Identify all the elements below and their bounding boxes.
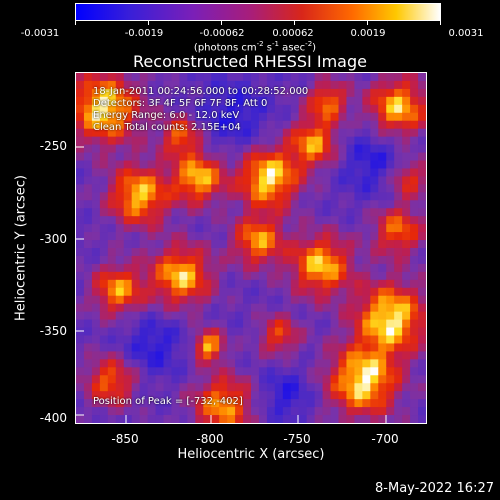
colorbar-tick-label: -0.0019 (124, 28, 164, 39)
x-tick-label: -850 (111, 432, 139, 446)
detectors-annotation: Detectors: 3F 4F 5F 6F 7F 8F, Att 0 (93, 98, 268, 109)
y-tick-label: -400 (39, 411, 67, 425)
method-annotation: Clean Total counts: 2.15E+04 (93, 122, 241, 133)
colorbar (75, 3, 441, 21)
colorbar-tick-label: 0.00062 (272, 28, 314, 39)
time-range-annotation: 18-Jan-2011 00:24:56.000 to 00:28:52.000 (93, 86, 309, 97)
colorbar-tick-label: -0.0031 (20, 28, 60, 39)
colorbar-tick-label: 0.0019 (350, 28, 386, 39)
x-tick-label: -750 (283, 432, 311, 446)
rhessi-image-panel (75, 72, 427, 424)
colorbar-tick-label: -0.00062 (199, 28, 245, 39)
colorbar-units: (photons cm-2 s-1 asec-2) (193, 40, 317, 54)
y-tick-label: -300 (39, 232, 67, 246)
peak-position-annotation: Position of Peak = [-732,-402] (93, 396, 243, 407)
y-axis-title: Heliocentric Y (arcsec) (13, 175, 29, 321)
x-tick-label: -800 (196, 432, 224, 446)
plot-date: 8-May-2022 16:27 (375, 481, 494, 496)
energy-range-annotation: Energy Range: 6.0 - 12.0 keV (93, 110, 240, 121)
solar-image-heatmap (76, 73, 426, 423)
y-tick-label: -350 (39, 324, 67, 338)
x-tick-label: -700 (371, 432, 399, 446)
colorbar-tick-label: 0.0031 (448, 28, 484, 39)
plot-title: Reconstructed RHESSI Image (133, 52, 367, 71)
y-tick-label: -250 (39, 139, 67, 153)
x-axis-title: Heliocentric X (arcsec) (177, 447, 325, 462)
